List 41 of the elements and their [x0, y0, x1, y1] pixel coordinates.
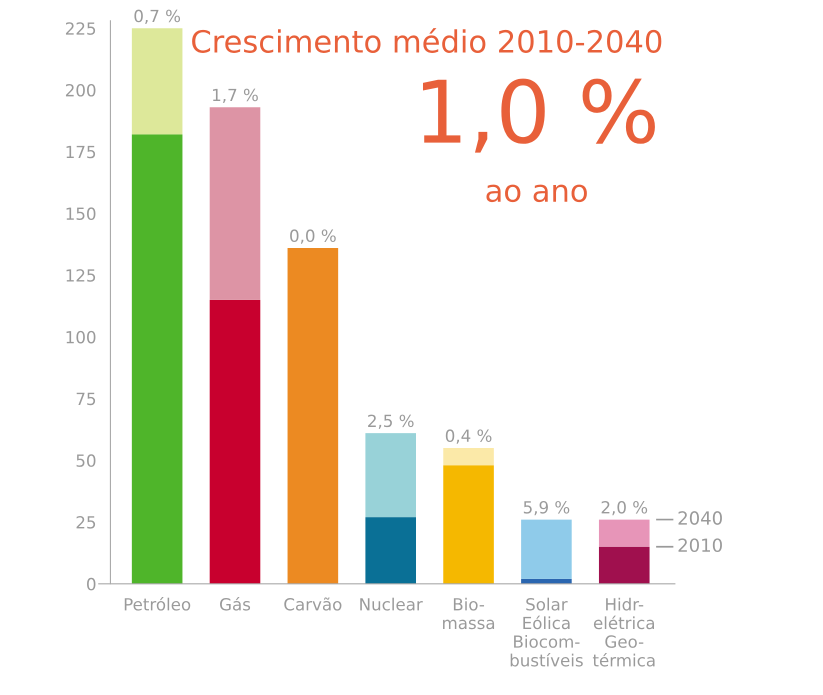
bar — [210, 300, 260, 584]
bar — [443, 465, 494, 584]
x-tick-label: Solar Eólica Biocom- bustíveis — [510, 598, 583, 667]
y-tick-label: 100 — [66, 330, 96, 344]
bar — [365, 433, 416, 518]
y-tick-label: 200 — [66, 84, 96, 97]
x-tick-label: Carvão — [284, 597, 342, 611]
annotation: 5,9 % — [524, 500, 570, 516]
bar — [132, 134, 182, 584]
y-tick-label: 25 — [76, 516, 96, 529]
annotation: 0,4 % — [446, 429, 492, 444]
bar — [365, 517, 416, 584]
y-tick-label: 0 — [87, 578, 96, 590]
annotation: 1,0 % — [422, 78, 655, 153]
annotation: 0,0 % — [290, 229, 336, 244]
bar — [598, 546, 650, 584]
y-tick-label: 75 — [76, 392, 96, 406]
annotation: 0,7 % — [134, 10, 180, 24]
bar — [598, 520, 650, 547]
bar — [132, 28, 182, 134]
annotation: 2,5 % — [368, 414, 414, 429]
annotation: 2,0 % — [602, 500, 648, 516]
bar — [288, 248, 338, 584]
x-tick-label: Gás — [220, 597, 250, 611]
bar — [521, 520, 572, 579]
y-tick-label: 225 — [66, 22, 96, 35]
y-tick-label: 125 — [66, 269, 96, 282]
series-label: 2010 — [678, 538, 722, 552]
chart-title: Crescimento médio 2010-2040 — [192, 28, 662, 53]
annotation: ao ano — [486, 184, 587, 202]
y-tick-label: 175 — [66, 146, 96, 158]
bar — [210, 107, 260, 300]
annotation: 1,7 % — [213, 88, 258, 103]
x-tick-label: Hidr- elétrica Geo- térmica — [592, 598, 655, 667]
bar — [443, 448, 494, 466]
series-label: 2040 — [678, 511, 722, 525]
x-tick-label: Bio- massa — [443, 598, 494, 630]
y-tick-label: 50 — [76, 454, 96, 467]
x-tick-label: Petróleo — [124, 597, 190, 611]
y-tick-label: 150 — [66, 207, 96, 220]
x-tick-label: Nuclear — [360, 598, 423, 611]
